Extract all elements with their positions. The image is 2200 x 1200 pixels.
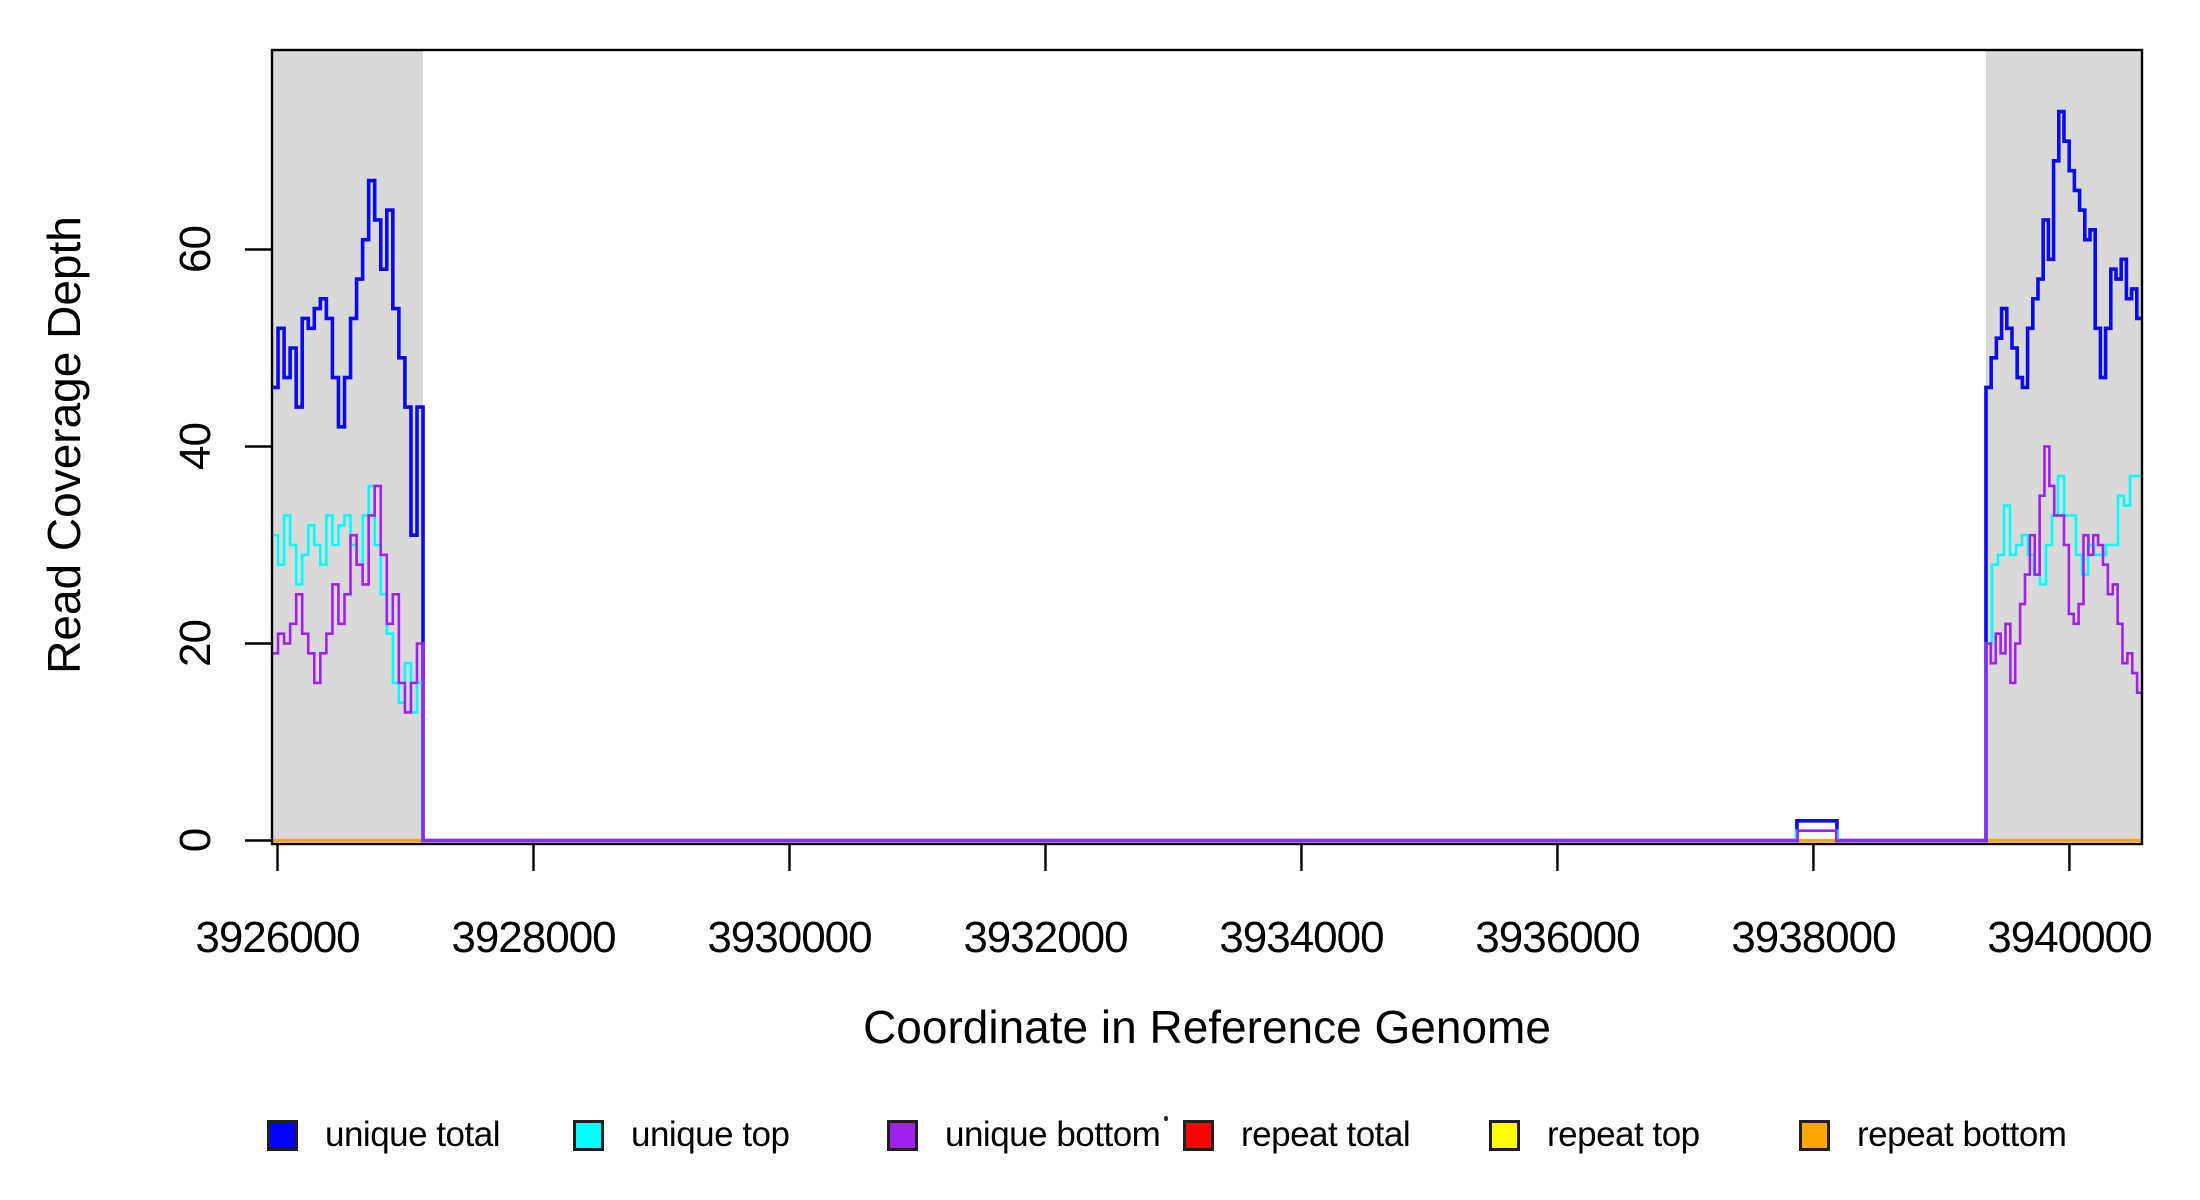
x-tick-label: 3926000 — [195, 913, 359, 962]
x-tick-label: 3928000 — [451, 913, 615, 962]
x-tick-label: 3940000 — [1987, 913, 2151, 962]
x-tick-label: 3932000 — [963, 913, 1127, 962]
legend-label: repeat total — [1241, 1115, 1411, 1154]
axis-ticks-layer: 3926000 3928000 3930000 3932000 3934000 39360… — [171, 226, 2153, 962]
legend-item-repeat-top: repeat top — [1489, 1112, 1700, 1158]
legend-swatch-icon — [1489, 1119, 1520, 1151]
legend-swatch-icon — [1799, 1119, 1830, 1151]
legend-swatch-icon — [1183, 1119, 1214, 1151]
y-tick-label: 60 — [171, 226, 220, 273]
legend-item-repeat-total: repeat total — [1183, 1112, 1411, 1158]
left-masked-region — [272, 50, 424, 842]
legend-item-repeat-bottom: repeat bottom — [1799, 1112, 2067, 1158]
legend-swatch-icon — [267, 1119, 298, 1151]
legend-label: unique total — [325, 1115, 500, 1154]
legend-label: repeat top — [1547, 1115, 1700, 1154]
legend-label: unique bottom — [945, 1115, 1161, 1154]
series-layer — [272, 109, 2142, 843]
legend-swatch-icon — [573, 1119, 604, 1151]
legend-item-unique-bottom: unique bottom — [887, 1112, 1161, 1158]
x-tick-label: 3930000 — [707, 913, 871, 962]
series-unique-total — [272, 109, 2142, 843]
legend-swatch-icon — [887, 1119, 918, 1151]
series-unique-top — [272, 474, 2142, 842]
y-axis-title: Read Coverage Depth — [38, 216, 90, 674]
stray-dot-mark — [1164, 1116, 1168, 1121]
legend-item-unique-top: unique top — [573, 1112, 790, 1158]
x-tick-label: 3938000 — [1731, 913, 1895, 962]
plot-border — [270, 48, 2144, 846]
y-tick-label: 20 — [171, 620, 220, 667]
legend-label: repeat bottom — [1857, 1115, 2067, 1154]
legend-label: unique top — [631, 1115, 790, 1154]
y-tick-label: 0 — [171, 829, 220, 852]
right-masked-region — [1985, 50, 2142, 842]
masked-regions-layer — [272, 50, 2142, 842]
x-tick-label: 3936000 — [1475, 913, 1639, 962]
x-tick-label: 3934000 — [1219, 913, 1383, 962]
y-tick-label: 40 — [171, 423, 220, 470]
plot-frame-layer — [270, 48, 2144, 846]
x-axis-title: Coordinate in Reference Genome — [863, 1001, 1551, 1053]
series-unique-bottom — [272, 445, 2142, 842]
legend-item-unique-total: unique total — [267, 1112, 500, 1158]
